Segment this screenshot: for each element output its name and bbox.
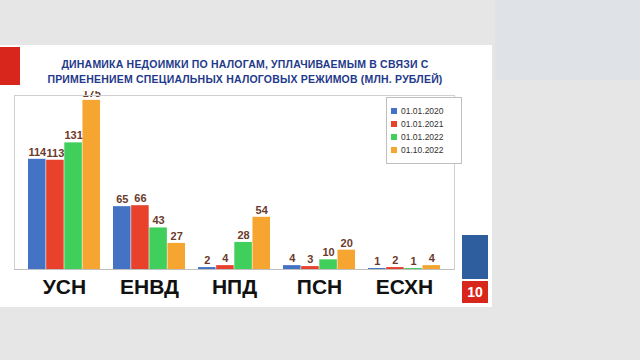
svg-text:27: 27 (171, 230, 183, 242)
svg-text:28: 28 (237, 229, 249, 241)
svg-text:3: 3 (307, 253, 313, 265)
html-text:01.01.2022: 01.01.2022 (401, 132, 444, 142)
svg-text:4: 4 (222, 252, 229, 264)
svg-text:ЕНВД: ЕНВД (120, 275, 179, 298)
html-text:01.01.2020: 01.01.2020 (401, 106, 444, 116)
svg-text:114: 114 (28, 146, 47, 158)
svg-text:65: 65 (116, 193, 128, 205)
svg-text:2: 2 (204, 254, 210, 266)
svg-text:4: 4 (289, 252, 296, 264)
svg-text:43: 43 (152, 214, 164, 226)
html-text:10: 10 (467, 284, 483, 300)
svg-text:113: 113 (47, 147, 65, 159)
svg-text:УСН: УСН (43, 275, 86, 298)
svg-text:10: 10 (322, 246, 334, 258)
html-text:01.01.2021: 01.01.2021 (401, 119, 444, 129)
svg-text:66: 66 (134, 192, 146, 204)
svg-text:175: 175 (83, 91, 101, 99)
svg-text:2: 2 (392, 254, 398, 266)
svg-text:20: 20 (341, 237, 353, 249)
html-text:ДИНАМИКА НЕДОИМКИ ПО НАЛОГАМ,: ДИНАМИКА НЕДОИМКИ ПО НАЛОГАМ, УПЛАЧИВАЕМ… (47, 58, 443, 85)
svg-text:131: 131 (64, 129, 82, 141)
svg-text:ПСН: ПСН (297, 275, 342, 298)
svg-text:ЕСХН: ЕСХН (376, 275, 434, 298)
svg-text:1: 1 (411, 255, 417, 267)
svg-text:54: 54 (256, 204, 269, 216)
svg-text:4: 4 (429, 252, 436, 264)
svg-text:НПД: НПД (212, 275, 257, 298)
svg-text:1: 1 (374, 255, 380, 267)
html-text:01.10.2022: 01.10.2022 (401, 145, 444, 155)
